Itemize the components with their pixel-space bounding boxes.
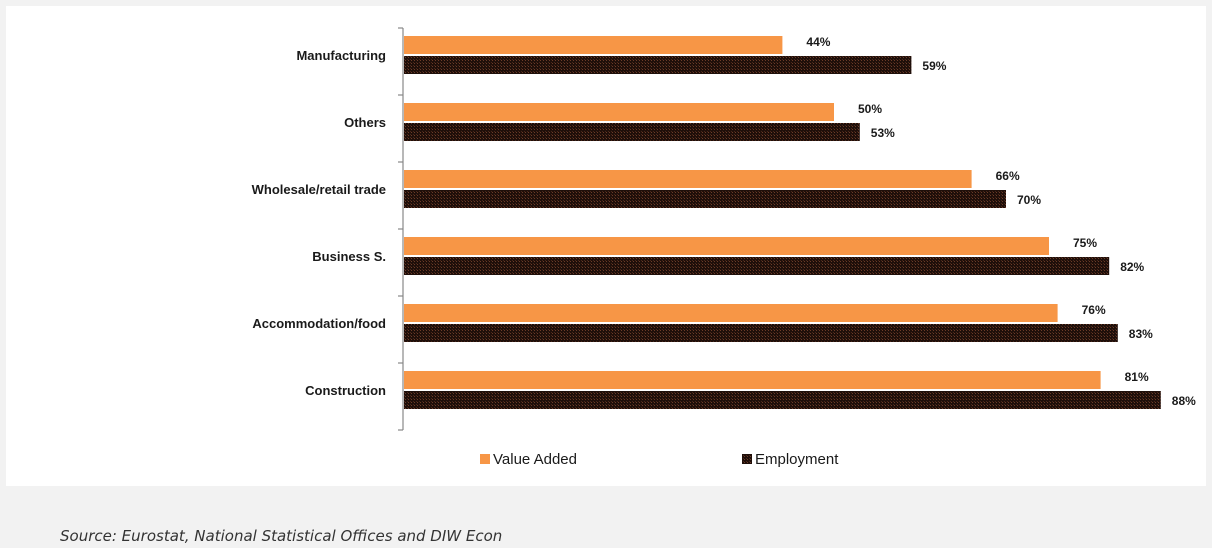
bar-layer: [404, 36, 1161, 409]
category-label: Business S.: [312, 249, 386, 264]
source-note: Source: Eurostat, National Statistical O…: [60, 527, 503, 545]
data-label-value-added: 75%: [1073, 236, 1097, 250]
bar-employment: [404, 123, 860, 141]
data-label-employment: 82%: [1120, 260, 1144, 274]
label-layer: Manufacturing 44% 59% Others 50% 53% Wholesale…: [252, 35, 1197, 408]
data-label-employment: 70%: [1017, 193, 1041, 207]
bar-value-added: [404, 304, 1058, 322]
bar-employment: [404, 257, 1110, 275]
data-label-value-added: 44%: [806, 35, 830, 49]
category-label: Others: [344, 115, 386, 130]
bar-value-added: [404, 36, 783, 54]
bar-employment: [404, 391, 1161, 409]
bar-employment: [404, 190, 1006, 208]
data-label-value-added: 50%: [858, 102, 882, 116]
legend: Value Added Employment: [480, 451, 839, 468]
legend-swatch-value-added: [480, 454, 490, 464]
data-label-employment: 53%: [871, 126, 895, 140]
data-label-employment: 83%: [1129, 327, 1153, 341]
data-label-value-added: 76%: [1082, 303, 1106, 317]
category-label: Manufacturing: [296, 48, 386, 63]
bar-value-added: [404, 103, 834, 121]
category-label: Wholesale/retail trade: [252, 182, 386, 197]
bar-value-added: [404, 237, 1049, 255]
data-label-value-added: 81%: [1125, 370, 1149, 384]
legend-label-employment: Employment: [755, 451, 839, 468]
bar-value-added: [404, 371, 1101, 389]
legend-label-value-added: Value Added: [493, 451, 577, 468]
bar-value-added: [404, 170, 972, 188]
bar-employment: [404, 324, 1118, 342]
data-label-employment: 88%: [1172, 394, 1196, 408]
category-label: Construction: [305, 383, 386, 398]
legend-swatch-employment: [742, 454, 752, 464]
bar-employment: [404, 56, 912, 74]
category-label: Accommodation/food: [252, 316, 386, 331]
data-label-value-added: 66%: [996, 169, 1020, 183]
axis-layer: [398, 27, 404, 431]
data-label-employment: 59%: [922, 59, 946, 73]
